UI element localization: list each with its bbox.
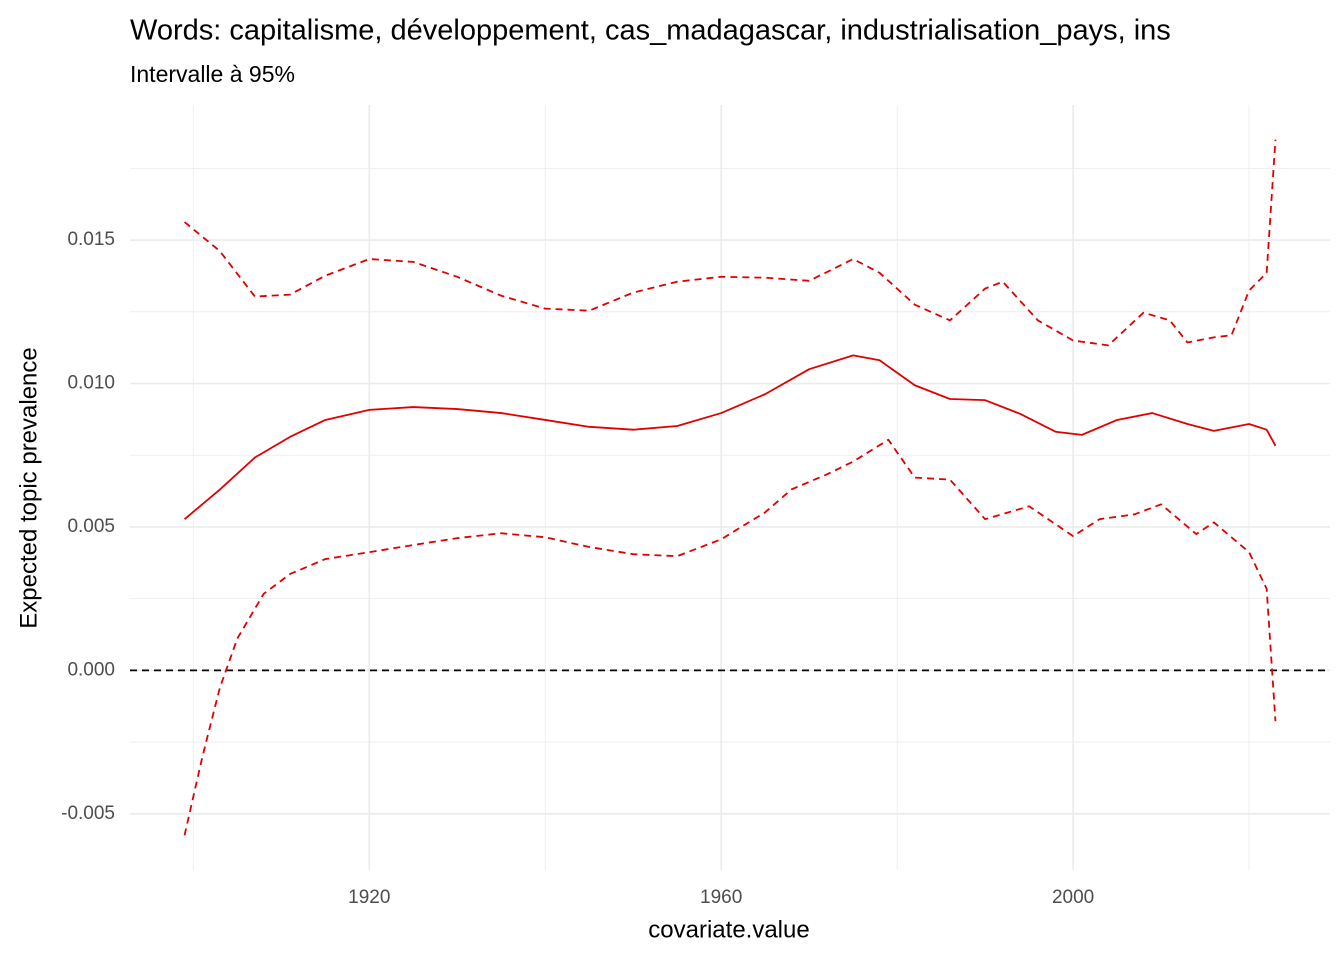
series-line [183,438,1277,836]
chart-title: Words: capitalisme, développement, cas_m… [130,15,1171,47]
x-axis-label: covariate.value [648,916,809,943]
x-tick-label: 2000 [1052,887,1094,908]
y-tick-label: 0.005 [67,516,115,537]
y-tick-label: 0.000 [67,659,115,680]
chart-subtitle: Intervalle à 95% [130,61,295,87]
marks [130,139,1330,836]
y-tick-label: -0.005 [61,803,115,824]
y-axis-label: Expected topic prevalence [15,347,42,629]
series-line [183,354,1277,520]
grid [130,105,1330,870]
x-tick-label: 1960 [700,887,742,908]
y-tick-label: 0.010 [67,373,115,394]
x-tick-label: 1920 [348,887,390,908]
series-line [183,139,1277,347]
y-tick-label: 0.015 [67,229,115,250]
